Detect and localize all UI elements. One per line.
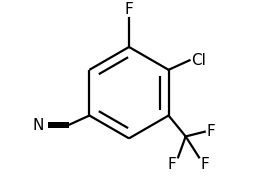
Text: F: F xyxy=(125,2,133,17)
Text: Cl: Cl xyxy=(191,53,206,68)
Text: F: F xyxy=(207,124,215,139)
Text: N: N xyxy=(33,117,44,133)
Text: F: F xyxy=(201,157,210,172)
Text: F: F xyxy=(167,157,176,172)
